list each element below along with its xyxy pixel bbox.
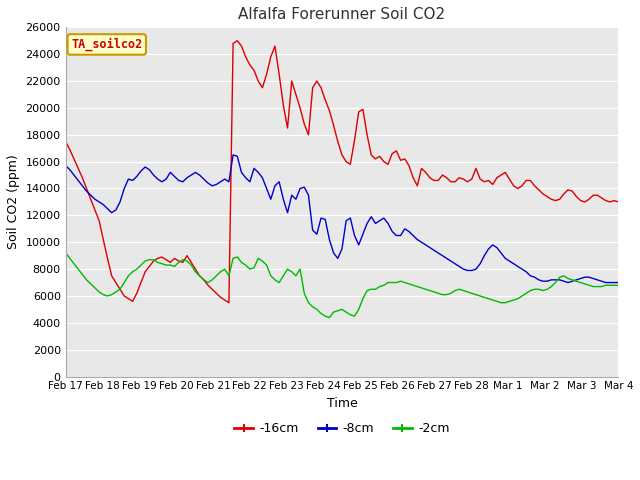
Text: TA_soilco2: TA_soilco2 <box>71 38 142 51</box>
Y-axis label: Soil CO2 (ppm): Soil CO2 (ppm) <box>7 155 20 249</box>
Legend: -16cm, -8cm, -2cm: -16cm, -8cm, -2cm <box>230 417 454 440</box>
Title: Alfalfa Forerunner Soil CO2: Alfalfa Forerunner Soil CO2 <box>238 7 445 22</box>
X-axis label: Time: Time <box>326 397 357 410</box>
